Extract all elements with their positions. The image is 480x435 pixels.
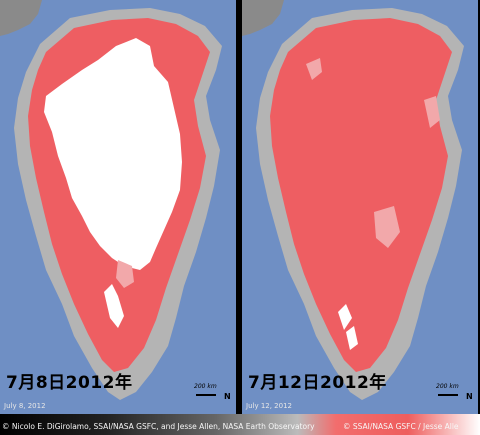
north-arrow-icon: N bbox=[466, 392, 473, 401]
melt-region bbox=[270, 18, 452, 372]
scale-bar: 200 km bbox=[194, 383, 232, 397]
canada-landmass bbox=[242, 0, 284, 36]
probable-melt-patch bbox=[424, 96, 440, 128]
greenland-map-july-12 bbox=[242, 0, 464, 400]
scale-bar-line bbox=[438, 394, 458, 396]
scale-bar: 200 km bbox=[436, 383, 474, 397]
greenland-map-july-8 bbox=[0, 0, 222, 400]
credit-text-right: © SSAI/NASA GSFC / Jesse Alle bbox=[343, 422, 459, 431]
map-panel-july-8: 7月8日2012年 July 8, 2012 200 km N bbox=[0, 0, 236, 414]
scale-label: 200 km bbox=[194, 383, 217, 390]
ice-patch-south bbox=[346, 326, 358, 350]
probable-melt-patch bbox=[374, 206, 400, 248]
date-caption: 7月8日2012年 bbox=[6, 373, 133, 393]
ice-no-melt-region bbox=[44, 38, 182, 270]
ice-patch-south bbox=[104, 284, 124, 328]
scale-label: 200 km bbox=[436, 383, 459, 390]
canada-landmass bbox=[0, 0, 42, 36]
probable-melt-patch bbox=[116, 260, 134, 288]
credit-bar: © Nicolo E. DiGirolamo, SSAI/NASA GSFC, … bbox=[0, 414, 480, 435]
ice-patch-south bbox=[338, 304, 352, 330]
credit-text: © Nicolo E. DiGirolamo, SSAI/NASA GSFC, … bbox=[2, 422, 315, 431]
date-footnote: July 12, 2012 bbox=[246, 402, 292, 410]
date-footnote: July 8, 2012 bbox=[4, 402, 46, 410]
north-arrow-icon: N bbox=[224, 392, 231, 401]
date-caption: 7月12日2012年 bbox=[248, 373, 387, 393]
probable-melt-patch bbox=[306, 58, 322, 80]
scale-bar-line bbox=[196, 394, 216, 396]
map-panel-july-12: 7月12日2012年 July 12, 2012 200 km N bbox=[242, 0, 478, 414]
